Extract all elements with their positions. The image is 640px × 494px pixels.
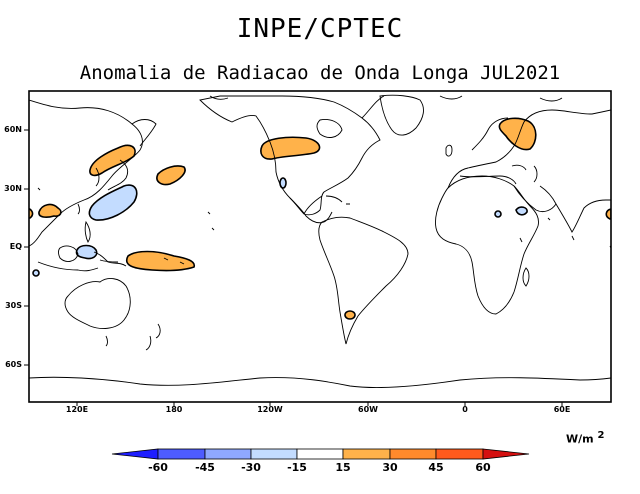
- units-label: W/m 2: [566, 430, 604, 446]
- main-title: INPE/CPTEC: [236, 14, 404, 44]
- anomaly-positive-north-pacific: [156, 165, 186, 186]
- lon-label-120e: 120E: [65, 405, 89, 414]
- anomaly-negative-west-pacific: [88, 184, 138, 221]
- anomaly-positive-southern-chile: [344, 310, 356, 320]
- lat-label-60n: 60N: [4, 125, 22, 134]
- colorbar-label-30: 30: [382, 461, 398, 474]
- lon-label-0: 0: [462, 405, 468, 414]
- lat-ticks: [24, 129, 29, 366]
- colorbar-low-triangle: [111, 448, 159, 460]
- colorbar-segment-6: [389, 448, 437, 460]
- colorbar-segment-1: [157, 448, 206, 460]
- anomaly-positive-scandinavia: [498, 117, 537, 151]
- colorbar-high-triangle: [482, 448, 530, 460]
- colorbar-segment-5: [342, 448, 391, 460]
- colorbar-label-neg30: -30: [241, 461, 261, 474]
- colorbar-label-neg60: -60: [148, 461, 168, 474]
- lon-label-180: 180: [165, 405, 183, 414]
- anomaly-positive-western-canada: [260, 136, 321, 160]
- colorbar-label-15: 15: [335, 461, 351, 474]
- colorbar-segment-4: [296, 448, 344, 460]
- anomaly-negative-middle-east: [515, 206, 528, 216]
- colorbar-label-45: 45: [428, 461, 444, 474]
- lat-label-eq: EQ: [9, 242, 22, 251]
- anomaly-negative-indian-ocean: [32, 210, 502, 277]
- lat-label-30s: 30S: [5, 301, 22, 310]
- lon-label-60e: 60E: [553, 405, 571, 414]
- units-exponent: 2: [597, 430, 605, 441]
- lat-label-30n: 30N: [4, 184, 22, 193]
- lon-label-60w: 60W: [358, 405, 378, 414]
- colorbar-label-neg45: -45: [195, 461, 215, 474]
- lon-ticks: [76, 402, 563, 406]
- anomaly-positive-east-edge: [605, 208, 611, 220]
- colorbar-label-neg15: -15: [287, 461, 307, 474]
- subtitle: Anomalia de Radiacao de Onda Longa JUL20…: [79, 62, 561, 84]
- colorbar-segment-7: [435, 448, 484, 460]
- lat-label-60s: 60S: [5, 360, 22, 369]
- lon-label-120w: 120W: [257, 405, 283, 414]
- anomaly-positive-west-edge: [29, 207, 34, 219]
- anomaly-positive-equatorial-pacific: [125, 250, 196, 272]
- units-text: W/m: [566, 432, 594, 446]
- colorbar-segment-3: [250, 448, 298, 460]
- colorbar-segment-2: [204, 448, 252, 460]
- colorbar-label-60: 60: [475, 461, 491, 474]
